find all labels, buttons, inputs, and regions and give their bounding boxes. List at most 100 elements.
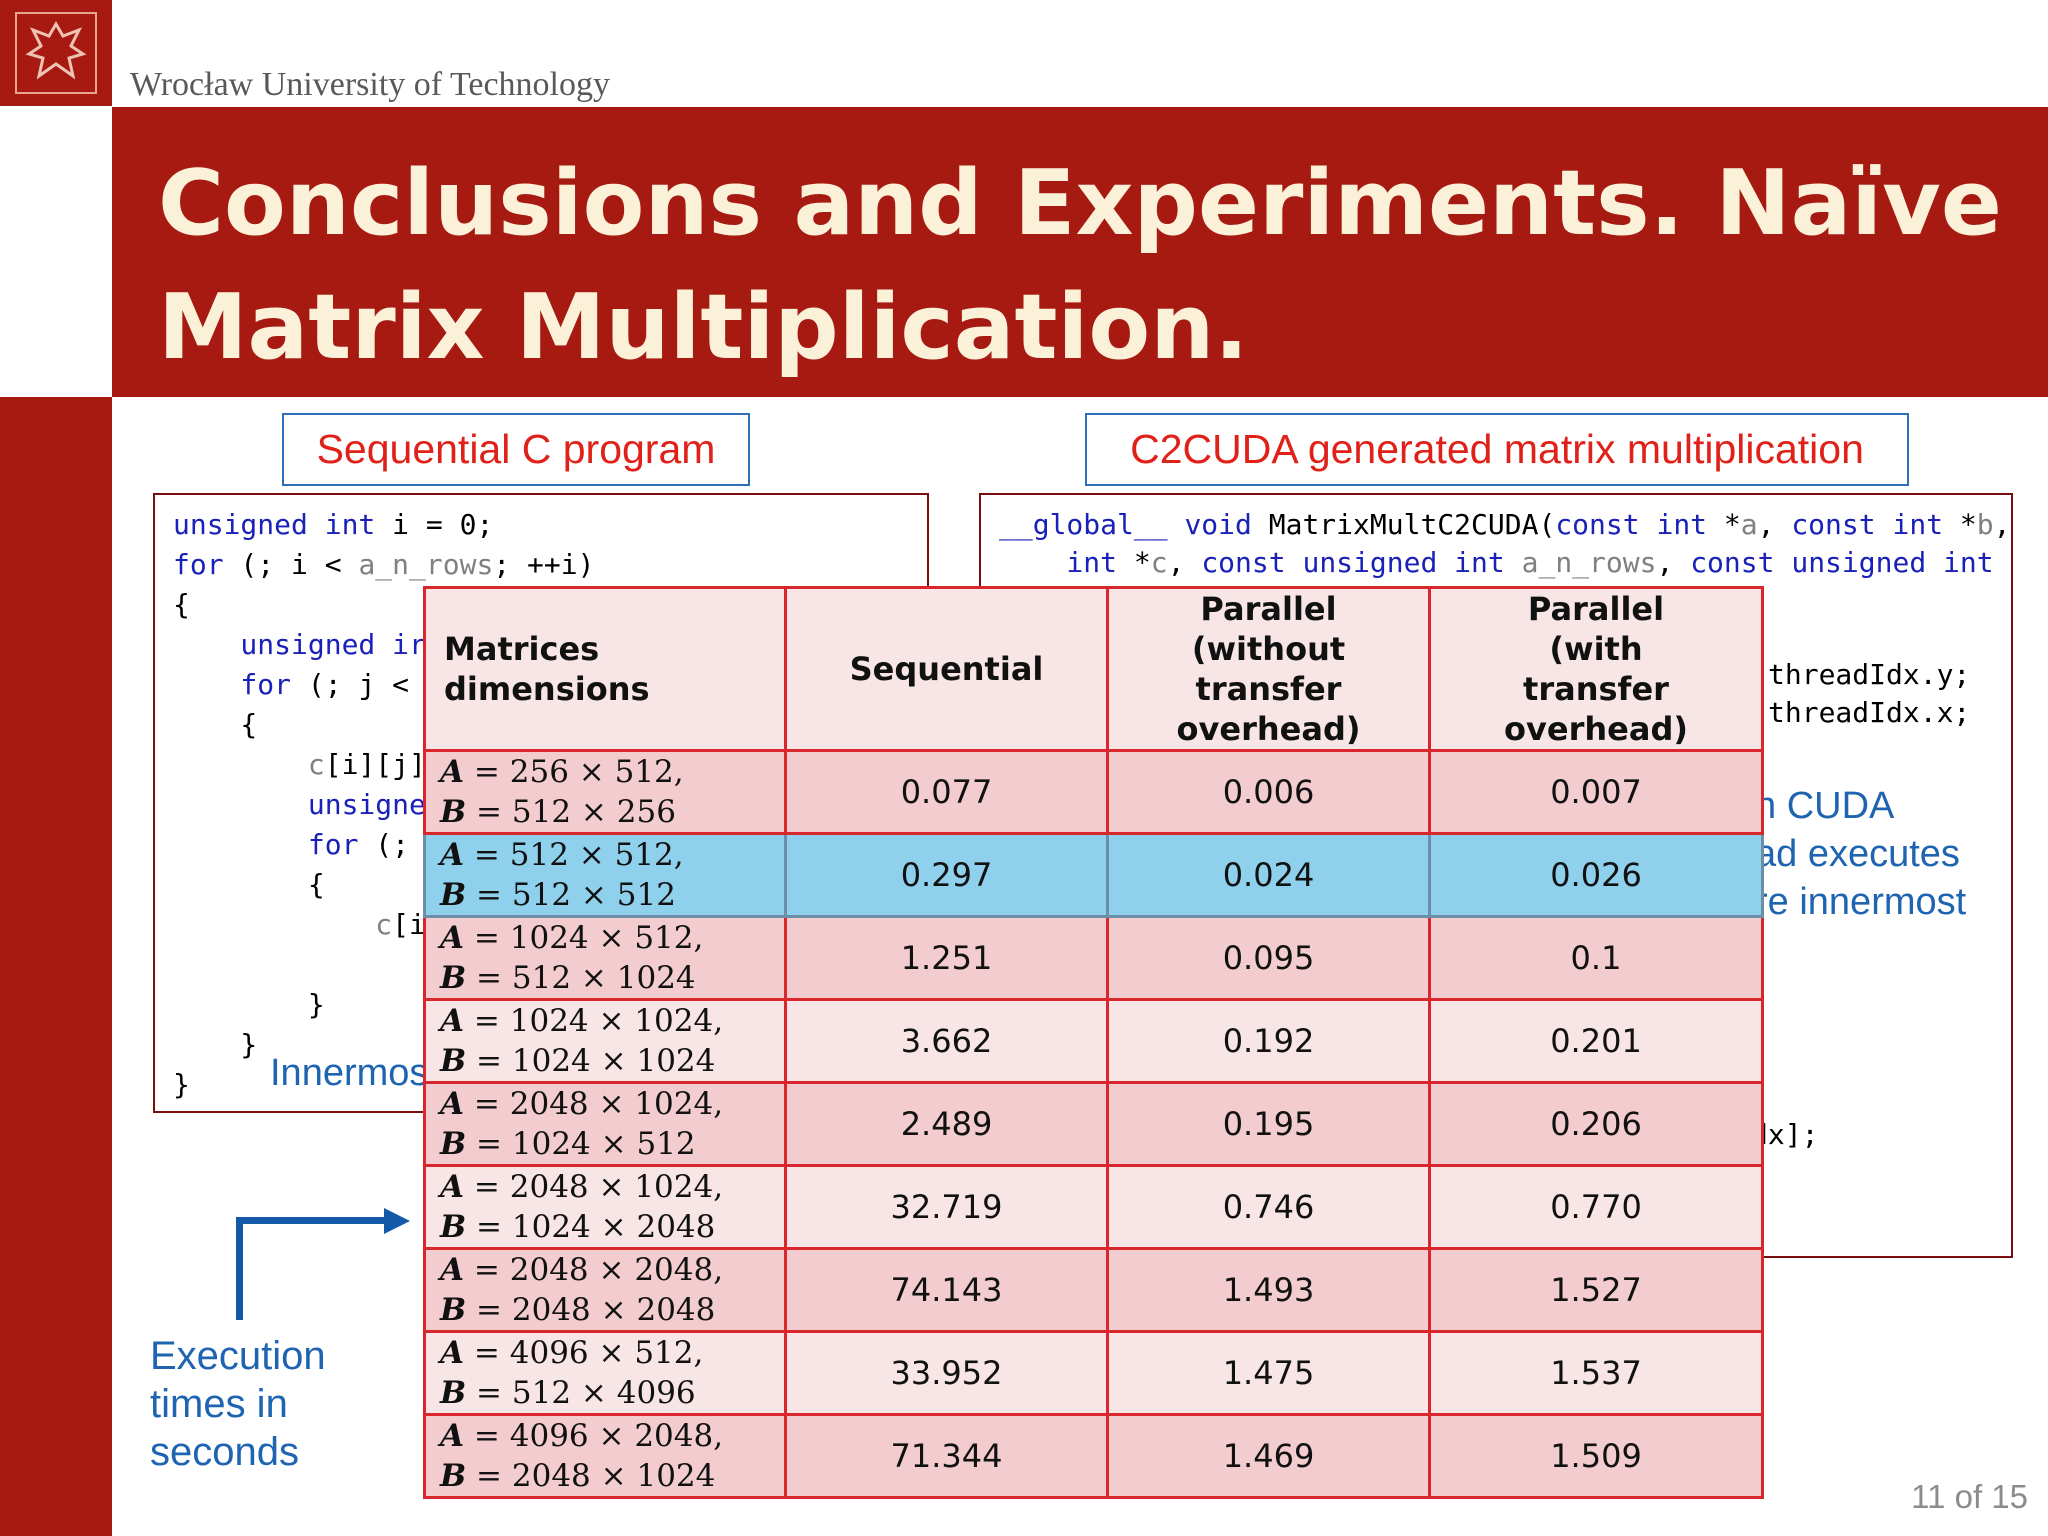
code-token: for [173, 668, 292, 701]
parallel-no-transfer-time-cell: 1.493 [1106, 1247, 1431, 1333]
matrix-dimension-line: B = 512 × 512 [440, 875, 784, 915]
code-line: { [173, 585, 190, 625]
parallel-transfer-time-cell: 1.509 [1428, 1413, 1764, 1499]
matrix-variable: B [440, 877, 467, 913]
matrix-dimension-line: B = 1024 × 1024 [440, 1041, 784, 1081]
matrix-dimension-line: B = 1024 × 512 [440, 1124, 784, 1164]
table-row: A = 2048 × 2048, B = 2048 × 2048 74.143 1.4… [423, 1247, 1764, 1333]
equals-sign: = [466, 1292, 512, 1328]
header-matrices-dimensions: Matrices dimensions [423, 586, 787, 752]
sequential-program-label: Sequential C program [282, 413, 750, 486]
table-body: A = 256 × 512, B = 512 × 256 0.077 0.006 0.0… [423, 749, 1764, 1499]
arrow-right-icon [384, 1208, 410, 1234]
equals-sign: = [466, 1126, 512, 1162]
code-token: const int [1791, 508, 1944, 541]
matrices-dimensions-cell: A = 512 × 512, B = 512 × 512 [423, 832, 787, 918]
code-token: [i][j] [324, 748, 426, 781]
code-token: for [173, 828, 359, 861]
equals-sign: = [464, 1003, 510, 1039]
slide-title: Conclusions and Experiments. Naïve Matri… [158, 142, 2018, 390]
equals-sign: = [464, 1169, 510, 1205]
code-line: unsigned int i = 0; [173, 505, 493, 545]
university-name: Wrocław University of Technology [130, 66, 611, 103]
sequential-time-cell: 0.297 [784, 832, 1109, 918]
parallel-no-transfer-time-cell: 0.746 [1106, 1164, 1431, 1250]
parallel-transfer-time-cell: 1.527 [1428, 1247, 1764, 1333]
matrix-dimension-line: A = 2048 × 1024, [440, 1084, 784, 1124]
table-row: A = 4096 × 2048, B = 2048 × 1024 71.344 1.4… [423, 1413, 1764, 1499]
arrow-shaft [236, 1217, 386, 1224]
code-token: threadIdx.y; [1768, 658, 1971, 691]
dimension-value: 512 × 4096 [511, 1375, 696, 1411]
matrix-variable: B [440, 1292, 467, 1328]
code-token: [i [392, 908, 426, 941]
matrices-dimensions-cell: A = 1024 × 1024, B = 1024 × 1024 [423, 998, 787, 1084]
sequential-time-cell: 0.077 [784, 749, 1109, 835]
table-row: A = 2048 × 1024, B = 1024 × 512 2.489 0.195… [423, 1081, 1764, 1167]
arrow-stem [236, 1217, 243, 1320]
table-row: A = 2048 × 1024, B = 1024 × 2048 32.719 0.7… [423, 1164, 1764, 1250]
code-line: } [173, 985, 325, 1025]
cuda-program-label: C2CUDA generated matrix multiplication [1085, 413, 1909, 486]
code-token: unsigned ir [173, 628, 426, 661]
parallel-no-transfer-time-cell: 1.475 [1106, 1330, 1431, 1416]
matrix-variable: B [440, 1043, 467, 1079]
matrix-dimension-line: A = 256 × 512, [440, 752, 784, 792]
slide-title-line-2: Matrix Multiplication. [158, 275, 1249, 380]
parallel-no-transfer-time-cell: 0.195 [1106, 1081, 1431, 1167]
dimension-value: 512 × 256 [511, 794, 676, 830]
equals-sign: = [466, 1375, 512, 1411]
sequential-time-cell: 74.143 [784, 1247, 1109, 1333]
matrix-dimension-line: B = 512 × 256 [440, 792, 784, 832]
code-line: int *c, const unsigned int a_n_rows, con… [999, 543, 1994, 583]
dimension-value: 512 × 512, [509, 837, 684, 873]
execution-times-note: Execution times in seconds [150, 1332, 410, 1476]
parallel-no-transfer-time-cell: 0.006 [1106, 749, 1431, 835]
dimension-value: 1024 × 1024, [509, 1003, 724, 1039]
matrix-dimension-line: B = 2048 × 1024 [440, 1456, 784, 1496]
matrix-dimension-line: B = 2048 × 2048 [440, 1290, 784, 1330]
left-accent-bar [0, 397, 112, 1536]
code-line: c[i][j] [173, 745, 426, 785]
code-token: } [173, 1068, 190, 1101]
matrix-variable: A [440, 1086, 465, 1122]
parallel-no-transfer-time-cell: 0.095 [1106, 915, 1431, 1001]
table-row: A = 1024 × 512, B = 512 × 1024 1.251 0.095 0… [423, 915, 1764, 1001]
parallel-transfer-time-cell: 0.026 [1428, 832, 1764, 918]
matrix-dimension-line: B = 1024 × 2048 [440, 1207, 784, 1247]
parallel-transfer-time-cell: 1.537 [1428, 1330, 1764, 1416]
code-token: a [1740, 508, 1758, 541]
parallel-transfer-time-cell: 0.770 [1428, 1164, 1764, 1250]
code-line: } [173, 1025, 257, 1065]
code-token: threadIdx.x; [1768, 696, 1971, 729]
matrices-dimensions-cell: A = 2048 × 1024, B = 1024 × 2048 [423, 1164, 787, 1250]
university-logo [0, 0, 112, 106]
equals-sign: = [466, 877, 512, 913]
equals-sign: = [464, 837, 510, 873]
matrix-dimension-line: A = 4096 × 2048, [440, 1416, 784, 1456]
matrix-variable: A [440, 1169, 465, 1205]
code-token: , [1656, 546, 1691, 579]
code-token: , [1993, 508, 2011, 541]
sequential-time-cell: 71.344 [784, 1413, 1109, 1499]
parallel-transfer-time-cell: 0.201 [1428, 998, 1764, 1084]
cuda-note: h CUDA ad executes re innermost [1755, 782, 1966, 926]
code-token: const unsigned int [1690, 546, 1994, 579]
parallel-no-transfer-time-cell: 0.192 [1106, 998, 1431, 1084]
code-token: const int [1555, 508, 1708, 541]
execution-times-line-3: seconds [150, 1430, 299, 1474]
matrix-variable: A [440, 1335, 465, 1371]
code-token: (; [358, 828, 410, 861]
equals-sign: = [464, 1418, 510, 1454]
matrices-dimensions-cell: A = 4096 × 2048, B = 2048 × 1024 [423, 1413, 787, 1499]
equals-sign: = [464, 920, 510, 956]
matrix-variable: B [440, 1375, 467, 1411]
code-line: unsigne [173, 785, 426, 825]
matrix-variable: A [440, 1418, 465, 1454]
code-line: threadIdx.x; [1768, 693, 1970, 733]
matrix-variable: A [440, 754, 465, 790]
code-line: { [173, 865, 325, 905]
dimension-value: 2048 × 2048 [511, 1292, 716, 1328]
matrix-dimension-line: A = 4096 × 512, [440, 1333, 784, 1373]
code-token: { [173, 588, 190, 621]
